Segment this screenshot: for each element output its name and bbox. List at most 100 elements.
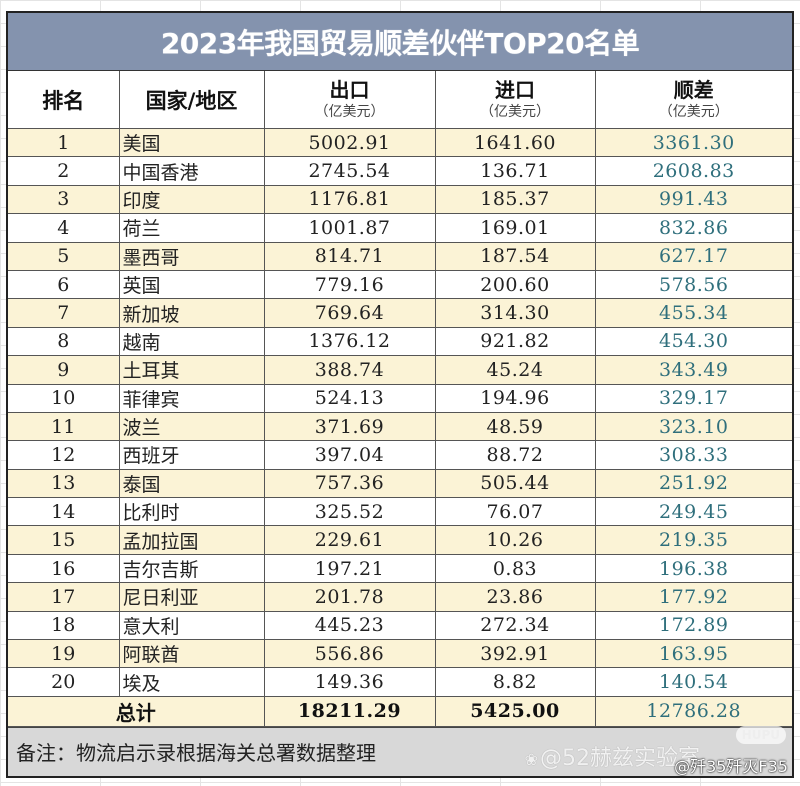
source-note: 备注：物流启示录根据海关总署数据整理 HUPU ❀@52赫兹实验室 @歼35歼灭… [8,725,792,776]
export-cell: 524.13 [263,383,436,413]
table-row: 19 阿联酋 556.86 392.91 163.95 [8,639,792,669]
import-cell: 272.34 [434,610,596,641]
table-title: 2023年我国贸易顺差伙伴TOP20名单 [8,13,792,71]
surplus-cell: 177.92 [594,582,792,612]
surplus-cell: 172.89 [594,610,792,641]
country-cell: 美国 [118,128,265,158]
rank-cell: 20 [8,667,120,697]
surplus-cell: 578.56 [594,269,792,300]
export-cell: 814.71 [263,241,436,271]
table-row: 14 比利时 325.52 76.07 249.45 [8,497,792,527]
rank-cell: 2 [8,156,120,186]
table-row: 8 越南 1376.12 921.82 454.30 [8,326,792,357]
export-cell: 388.74 [263,355,436,385]
table-row: 9 土耳其 388.74 45.24 343.49 [8,355,792,385]
country-cell: 荷兰 [118,213,265,243]
table-body: 1 美国 5002.91 1641.60 3361.30 2 中国香港 2745.54 136… [8,128,792,727]
country-cell: 比利时 [118,497,265,527]
import-cell: 136.71 [434,156,596,186]
table-row: 2 中国香港 2745.54 136.71 2608.83 [8,156,792,186]
import-cell: 314.30 [434,298,596,328]
import-cell: 88.72 [434,440,596,470]
rank-cell: 17 [8,582,120,612]
header-export: 出口 （亿美元） [263,71,436,129]
user-watermark: @歼35歼灭F35 [674,756,788,776]
export-cell: 325.52 [263,497,436,527]
country-cell: 吉尔吉斯 [118,553,265,584]
import-cell: 10.26 [434,525,596,555]
total-label: 总计 [8,695,265,727]
export-cell: 5002.91 [263,128,436,158]
header-surplus-label: 顺差 [673,77,714,102]
total-row: 总计 18211.29 5425.00 12786.28 [8,695,792,727]
rank-cell: 18 [8,610,120,641]
country-cell: 土耳其 [118,355,265,385]
header-surplus-unit: （亿美元） [658,103,729,120]
table-row: 5 墨西哥 814.71 187.54 627.17 [8,241,792,271]
header-row: 排名 国家/地区 出口 （亿美元） 进口 （亿美元） 顺差 （亿美元） [8,71,792,129]
country-cell: 英国 [118,269,265,300]
rank-cell: 6 [8,269,120,300]
header-surplus: 顺差 （亿美元） [594,71,792,129]
country-cell: 意大利 [118,610,265,641]
rank-cell: 7 [8,298,120,328]
country-cell: 尼日利亚 [118,582,265,612]
header-export-unit: （亿美元） [314,103,385,120]
import-cell: 8.82 [434,667,596,697]
header-import-unit: （亿美元） [480,103,550,120]
rank-cell: 10 [8,383,120,413]
table-row: 4 荷兰 1001.87 169.01 832.86 [8,213,792,243]
country-cell: 波兰 [118,411,265,442]
header-country-label: 国家/地区 [145,88,238,113]
country-cell: 阿联酋 [118,639,265,669]
table-row: 10 菲律宾 524.13 194.96 329.17 [8,383,792,413]
import-cell: 505.44 [434,468,596,499]
table-row: 12 西班牙 397.04 88.72 308.33 [8,440,792,470]
surplus-cell: 163.95 [594,639,792,669]
export-cell: 556.86 [263,639,436,669]
header-rank-label: 排名 [42,88,85,113]
surplus-cell: 991.43 [594,184,792,215]
baidu-watermark-text: @52赫兹实验室 [540,745,700,771]
total-export: 18211.29 [263,695,436,727]
import-cell: 392.91 [434,639,596,669]
rank-cell: 11 [8,411,120,442]
rank-cell: 1 [8,128,120,158]
export-cell: 397.04 [263,440,436,470]
table-row: 16 吉尔吉斯 197.21 0.83 196.38 [8,553,792,584]
export-cell: 201.78 [263,582,436,612]
export-cell: 1001.87 [263,213,436,243]
export-cell: 197.21 [263,553,436,584]
trade-surplus-table-sheet: 2023年我国贸易顺差伙伴TOP20名单 排名 国家/地区 出口 （亿美元） 进… [6,11,794,778]
rank-cell: 5 [8,241,120,271]
surplus-cell: 140.54 [594,667,792,697]
export-cell: 149.36 [263,667,436,697]
export-cell: 2745.54 [263,156,436,186]
import-cell: 194.96 [434,383,596,413]
header-import-label: 进口 [495,77,535,102]
export-cell: 769.64 [263,298,436,328]
rank-cell: 19 [8,639,120,669]
country-cell: 菲律宾 [118,383,265,413]
country-cell: 泰国 [118,468,265,499]
header-import: 进口 （亿美元） [434,71,596,129]
paw-icon: ❀ [524,749,538,769]
export-cell: 229.61 [263,525,436,555]
export-cell: 445.23 [263,610,436,641]
import-cell: 23.86 [434,582,596,612]
rank-cell: 16 [8,553,120,584]
header-country: 国家/地区 [118,71,265,129]
surplus-cell: 329.17 [594,383,792,413]
table-row: 1 美国 5002.91 1641.60 3361.30 [8,128,792,158]
header-export-label: 出口 [329,77,370,102]
rank-cell: 4 [8,213,120,243]
country-cell: 孟加拉国 [118,525,265,555]
import-cell: 0.83 [434,553,596,584]
import-cell: 187.54 [434,241,596,271]
import-cell: 185.37 [434,184,596,215]
rank-cell: 12 [8,440,120,470]
import-cell: 169.01 [434,213,596,243]
country-cell: 越南 [118,326,265,357]
country-cell: 西班牙 [118,440,265,470]
export-cell: 779.16 [263,269,436,300]
